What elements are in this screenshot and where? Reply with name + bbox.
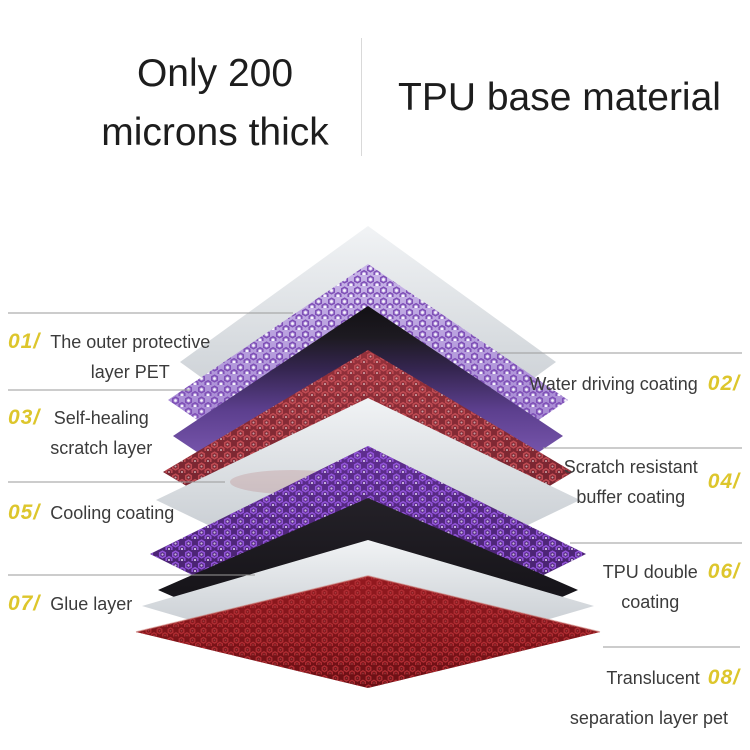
label-08-line2: separation layer pet (569, 708, 728, 728)
label-03-line2: scratch layer (50, 438, 153, 458)
label-08-translucent: Translucent 08/ separation layer pet (570, 663, 740, 733)
label-04-line2: buffer coating (576, 487, 686, 507)
title-left-line2: microns thick (101, 111, 329, 154)
label-03-line1: Self-healing (53, 408, 149, 428)
label-02-water-driving: Water driving coating 02/ (529, 369, 740, 399)
label-08-number: 08/ (707, 666, 740, 689)
label-01-line2: layer PET (90, 362, 170, 382)
label-06-line1: TPU double (602, 562, 698, 582)
label-02-number: 02/ (707, 372, 740, 395)
label-06-line2: coating (621, 592, 680, 612)
title-divider (361, 38, 362, 156)
title-right: TPU base material (398, 76, 721, 119)
label-05-cooling-coating: 05/ Cooling coating (8, 498, 174, 528)
label-04-line1: Scratch resistant (563, 457, 698, 477)
label-03-number: 03/ (8, 406, 41, 429)
label-04-number: 04/ (707, 470, 740, 493)
label-07-number: 07/ (8, 592, 41, 615)
label-01-number: 01/ (8, 330, 41, 353)
label-01-line1: The outer protective (50, 332, 211, 352)
label-02-line1: Water driving coating (529, 374, 698, 394)
label-05-number: 05/ (8, 501, 41, 524)
label-03-self-healing: 03/ Self-healing scratch layer (8, 403, 152, 463)
layer-09-separation-mesh (135, 575, 601, 688)
label-07-line1: Glue layer (50, 594, 133, 614)
title-left-line1: Only 200 (136, 52, 294, 95)
label-08-line1: Translucent (606, 668, 700, 688)
label-07-glue-layer: 07/ Glue layer (8, 589, 132, 619)
label-04-scratch-resistant: Scratch resistant buffer coating 04/ (564, 452, 740, 512)
title-left: Only 200 microns thick (85, 44, 345, 162)
label-06-number: 06/ (707, 560, 740, 583)
label-06-tpu-double: TPU double coating 06/ (603, 557, 740, 617)
label-01-outer-protective: 01/ The outer protective layer PET (8, 327, 210, 387)
label-05-line1: Cooling coating (50, 503, 175, 523)
